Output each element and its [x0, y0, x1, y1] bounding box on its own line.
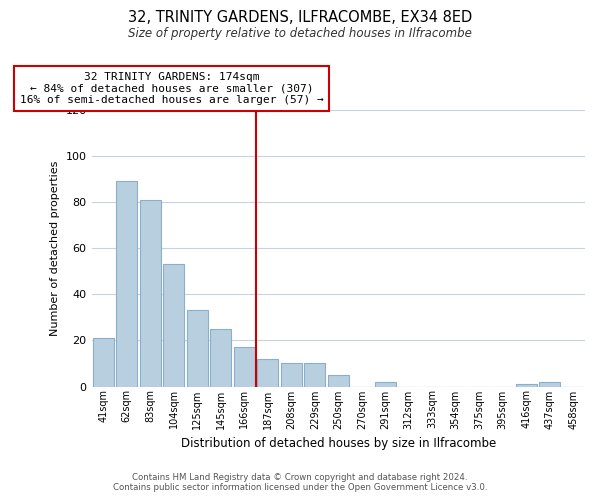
Text: Size of property relative to detached houses in Ilfracombe: Size of property relative to detached ho… — [128, 28, 472, 40]
Bar — [304, 364, 325, 386]
Y-axis label: Number of detached properties: Number of detached properties — [50, 160, 60, 336]
Bar — [257, 359, 278, 386]
Bar — [515, 384, 537, 386]
Bar — [281, 364, 302, 386]
X-axis label: Distribution of detached houses by size in Ilfracombe: Distribution of detached houses by size … — [181, 437, 496, 450]
Bar — [210, 329, 232, 386]
Bar — [93, 338, 114, 386]
Bar — [539, 382, 560, 386]
Bar — [140, 200, 161, 386]
Bar — [234, 348, 255, 387]
Bar — [375, 382, 396, 386]
Bar — [116, 181, 137, 386]
Bar — [328, 375, 349, 386]
Bar — [163, 264, 184, 386]
Text: 32 TRINITY GARDENS: 174sqm
← 84% of detached houses are smaller (307)
16% of sem: 32 TRINITY GARDENS: 174sqm ← 84% of deta… — [20, 72, 323, 105]
Bar — [187, 310, 208, 386]
Text: Contains HM Land Registry data © Crown copyright and database right 2024.
Contai: Contains HM Land Registry data © Crown c… — [113, 473, 487, 492]
Text: 32, TRINITY GARDENS, ILFRACOMBE, EX34 8ED: 32, TRINITY GARDENS, ILFRACOMBE, EX34 8E… — [128, 10, 472, 25]
